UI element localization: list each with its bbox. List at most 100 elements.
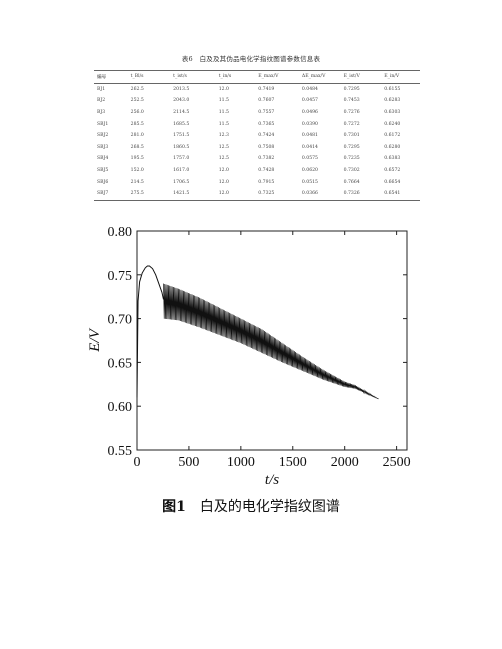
table-header-cell: t_in/s bbox=[218, 74, 232, 80]
table-cell: 12.3 bbox=[218, 133, 229, 139]
table-cell: 0.0515 bbox=[301, 179, 318, 185]
table-cell: 0.7428 bbox=[258, 168, 275, 174]
y-tick-label: 0.65 bbox=[108, 356, 133, 371]
table-cell: 256.0 bbox=[130, 110, 144, 116]
x-tick-label: 2500 bbox=[383, 455, 411, 470]
table-header: 编号 t_Bl/s t_ist/s t_in/s E_max/V ΔE_max/V E_is… bbox=[94, 70, 420, 84]
table-cell: 1421.5 bbox=[173, 191, 190, 197]
table-cell: 195.5 bbox=[130, 156, 144, 162]
table-row: SBJ1 285.5 1685.5 11.5 0.7365 0.0390 0.7272 0.6… bbox=[94, 118, 420, 130]
table-cell: 281.0 bbox=[130, 133, 144, 139]
table-cell: SBJ2 bbox=[97, 133, 109, 139]
table-cell: 0.0390 bbox=[301, 121, 318, 127]
table-cell: SBJ4 bbox=[97, 156, 109, 162]
table-cell: 1860.5 bbox=[173, 144, 190, 150]
table-cell: 11.5 bbox=[218, 98, 229, 104]
table-row: SBJ6 214.5 1706.5 12.0 0.7915 0.0515 0.7664 0.6… bbox=[94, 176, 420, 188]
table-cell: 0.0457 bbox=[301, 98, 318, 104]
table-cell: SBJ6 bbox=[97, 179, 109, 185]
table-cell: 1757.0 bbox=[173, 156, 190, 162]
electrochemical-fingerprint-chart: 0 500 1000 1500 2000 2500 0.55 0.60 0.65 0.70 0.75… bbox=[87, 225, 411, 488]
table-cell: 12.5 bbox=[218, 156, 229, 162]
table-cell: 0.7664 bbox=[343, 179, 360, 185]
table-cell: 0.7295 bbox=[343, 144, 360, 150]
table-cell: 0.7557 bbox=[258, 110, 275, 116]
table-row: SBJ3 268.5 1860.5 12.5 0.7508 0.0414 0.7295 0.6… bbox=[94, 142, 420, 154]
table-cell: 214.5 bbox=[130, 179, 144, 185]
table-row: SBJ5 152.0 1617.0 12.0 0.7428 0.0620 0.7302 0.6… bbox=[94, 165, 420, 177]
table-cell: 268.5 bbox=[130, 144, 144, 150]
figure-caption: 图1 白及的电化学指纹图谱 bbox=[0, 496, 502, 516]
table-header-cell: t_Bl/s bbox=[130, 74, 144, 80]
x-tick-label: 500 bbox=[178, 455, 199, 470]
series-line-initial bbox=[136, 265, 164, 398]
table-cell: 0.7235 bbox=[343, 156, 360, 162]
table-header-cell: E_in/V bbox=[384, 74, 400, 80]
table-row: BJ3 256.0 2114.5 11.5 0.7557 0.0496 0.7276 0.63… bbox=[94, 107, 420, 119]
table-cell: 12.0 bbox=[218, 191, 229, 197]
table-cell: SBJ7 bbox=[97, 191, 109, 197]
table-cell: 0.7325 bbox=[258, 191, 275, 197]
parameter-table-wrapper: 编号 t_Bl/s t_ist/s t_in/s E_max/V ΔE_max/V E_is… bbox=[94, 70, 420, 201]
table-cell: 285.5 bbox=[130, 121, 144, 127]
figure-number: 图1 bbox=[162, 499, 186, 515]
x-tick-label: 2000 bbox=[331, 455, 359, 470]
table-cell: 0.0620 bbox=[301, 168, 318, 174]
table-row: SBJ7 275.5 1421.5 12.0 0.7325 0.0366 0.7326 0.6… bbox=[94, 188, 420, 201]
table-header-cell: ΔE_max/V bbox=[301, 74, 326, 80]
table-cell: 1751.5 bbox=[173, 133, 190, 139]
table-cell: 0.7326 bbox=[343, 191, 360, 197]
table-cell: 0.7915 bbox=[258, 179, 275, 185]
table-row: SBJ2 281.0 1751.5 12.3 0.7424 0.0481 0.7301 0.6… bbox=[94, 130, 420, 142]
table-cell: 1617.0 bbox=[173, 168, 190, 174]
table-cell: 0.6541 bbox=[384, 191, 401, 197]
table-header-cell: E_max/V bbox=[258, 74, 279, 80]
table-header-row: 编号 t_Bl/s t_ist/s t_in/s E_max/V ΔE_max/V E_is… bbox=[94, 70, 420, 84]
y-tick-label: 0.70 bbox=[108, 313, 133, 328]
x-axis-label: t/s bbox=[265, 472, 279, 488]
table-header-cell: E_ist/V bbox=[343, 74, 360, 80]
x-tick-label: 0 bbox=[134, 455, 141, 470]
table-cell: 1706.5 bbox=[173, 179, 190, 185]
table-cell: 0.7419 bbox=[258, 86, 275, 92]
table-cell: 0.7301 bbox=[343, 133, 360, 139]
table-cell: 0.6280 bbox=[384, 144, 401, 150]
table-cell: 275.5 bbox=[130, 191, 144, 197]
table-row: BJ2 252.5 2043.0 11.5 0.7607 0.0457 0.7453 0.62… bbox=[94, 95, 420, 107]
y-tick-label: 0.75 bbox=[108, 269, 133, 284]
table-cell: 0.7424 bbox=[258, 133, 275, 139]
table-cell: 1685.5 bbox=[173, 121, 190, 127]
table-cell: 2013.5 bbox=[173, 86, 190, 92]
table-cell: 0.7453 bbox=[343, 98, 360, 104]
table-cell: 0.7365 bbox=[258, 121, 275, 127]
table-cell: SBJ3 bbox=[97, 144, 109, 150]
table-cell: 0.6283 bbox=[384, 98, 401, 104]
table-cell: BJ1 bbox=[97, 86, 106, 92]
table-cell: 0.0575 bbox=[301, 156, 318, 162]
table-cell: 0.6155 bbox=[384, 86, 401, 92]
table-cell: 12.5 bbox=[218, 144, 229, 150]
table-cell: 11.5 bbox=[218, 110, 229, 116]
table-header-cell: t_ist/s bbox=[173, 74, 187, 80]
table-cell: 2043.0 bbox=[173, 98, 190, 104]
table-cell: 12.0 bbox=[218, 86, 229, 92]
table-cell: 0.0414 bbox=[301, 144, 318, 150]
table-cell: BJ3 bbox=[97, 110, 106, 116]
table-cell: 0.6383 bbox=[384, 156, 401, 162]
table-cell: 0.7508 bbox=[258, 144, 275, 150]
table-cell: 0.7272 bbox=[343, 121, 360, 127]
table-cell: 0.0484 bbox=[301, 86, 318, 92]
table-cell: 152.0 bbox=[130, 168, 144, 174]
table-cell: 0.6572 bbox=[384, 168, 401, 174]
table-cell: 0.7607 bbox=[258, 98, 275, 104]
table-cell: 2114.5 bbox=[173, 110, 190, 116]
y-tick-label: 0.60 bbox=[108, 400, 133, 415]
x-tick-label: 1000 bbox=[227, 455, 255, 470]
plot-frame bbox=[136, 230, 408, 451]
y-axis-label: E/V bbox=[87, 327, 103, 352]
table-cell: 0.7295 bbox=[343, 86, 360, 92]
table-cell: 0.7276 bbox=[343, 110, 360, 116]
table-cell: SBJ1 bbox=[97, 121, 109, 127]
table-cell: SBJ5 bbox=[97, 168, 109, 174]
y-tick-label: 0.80 bbox=[108, 225, 133, 240]
